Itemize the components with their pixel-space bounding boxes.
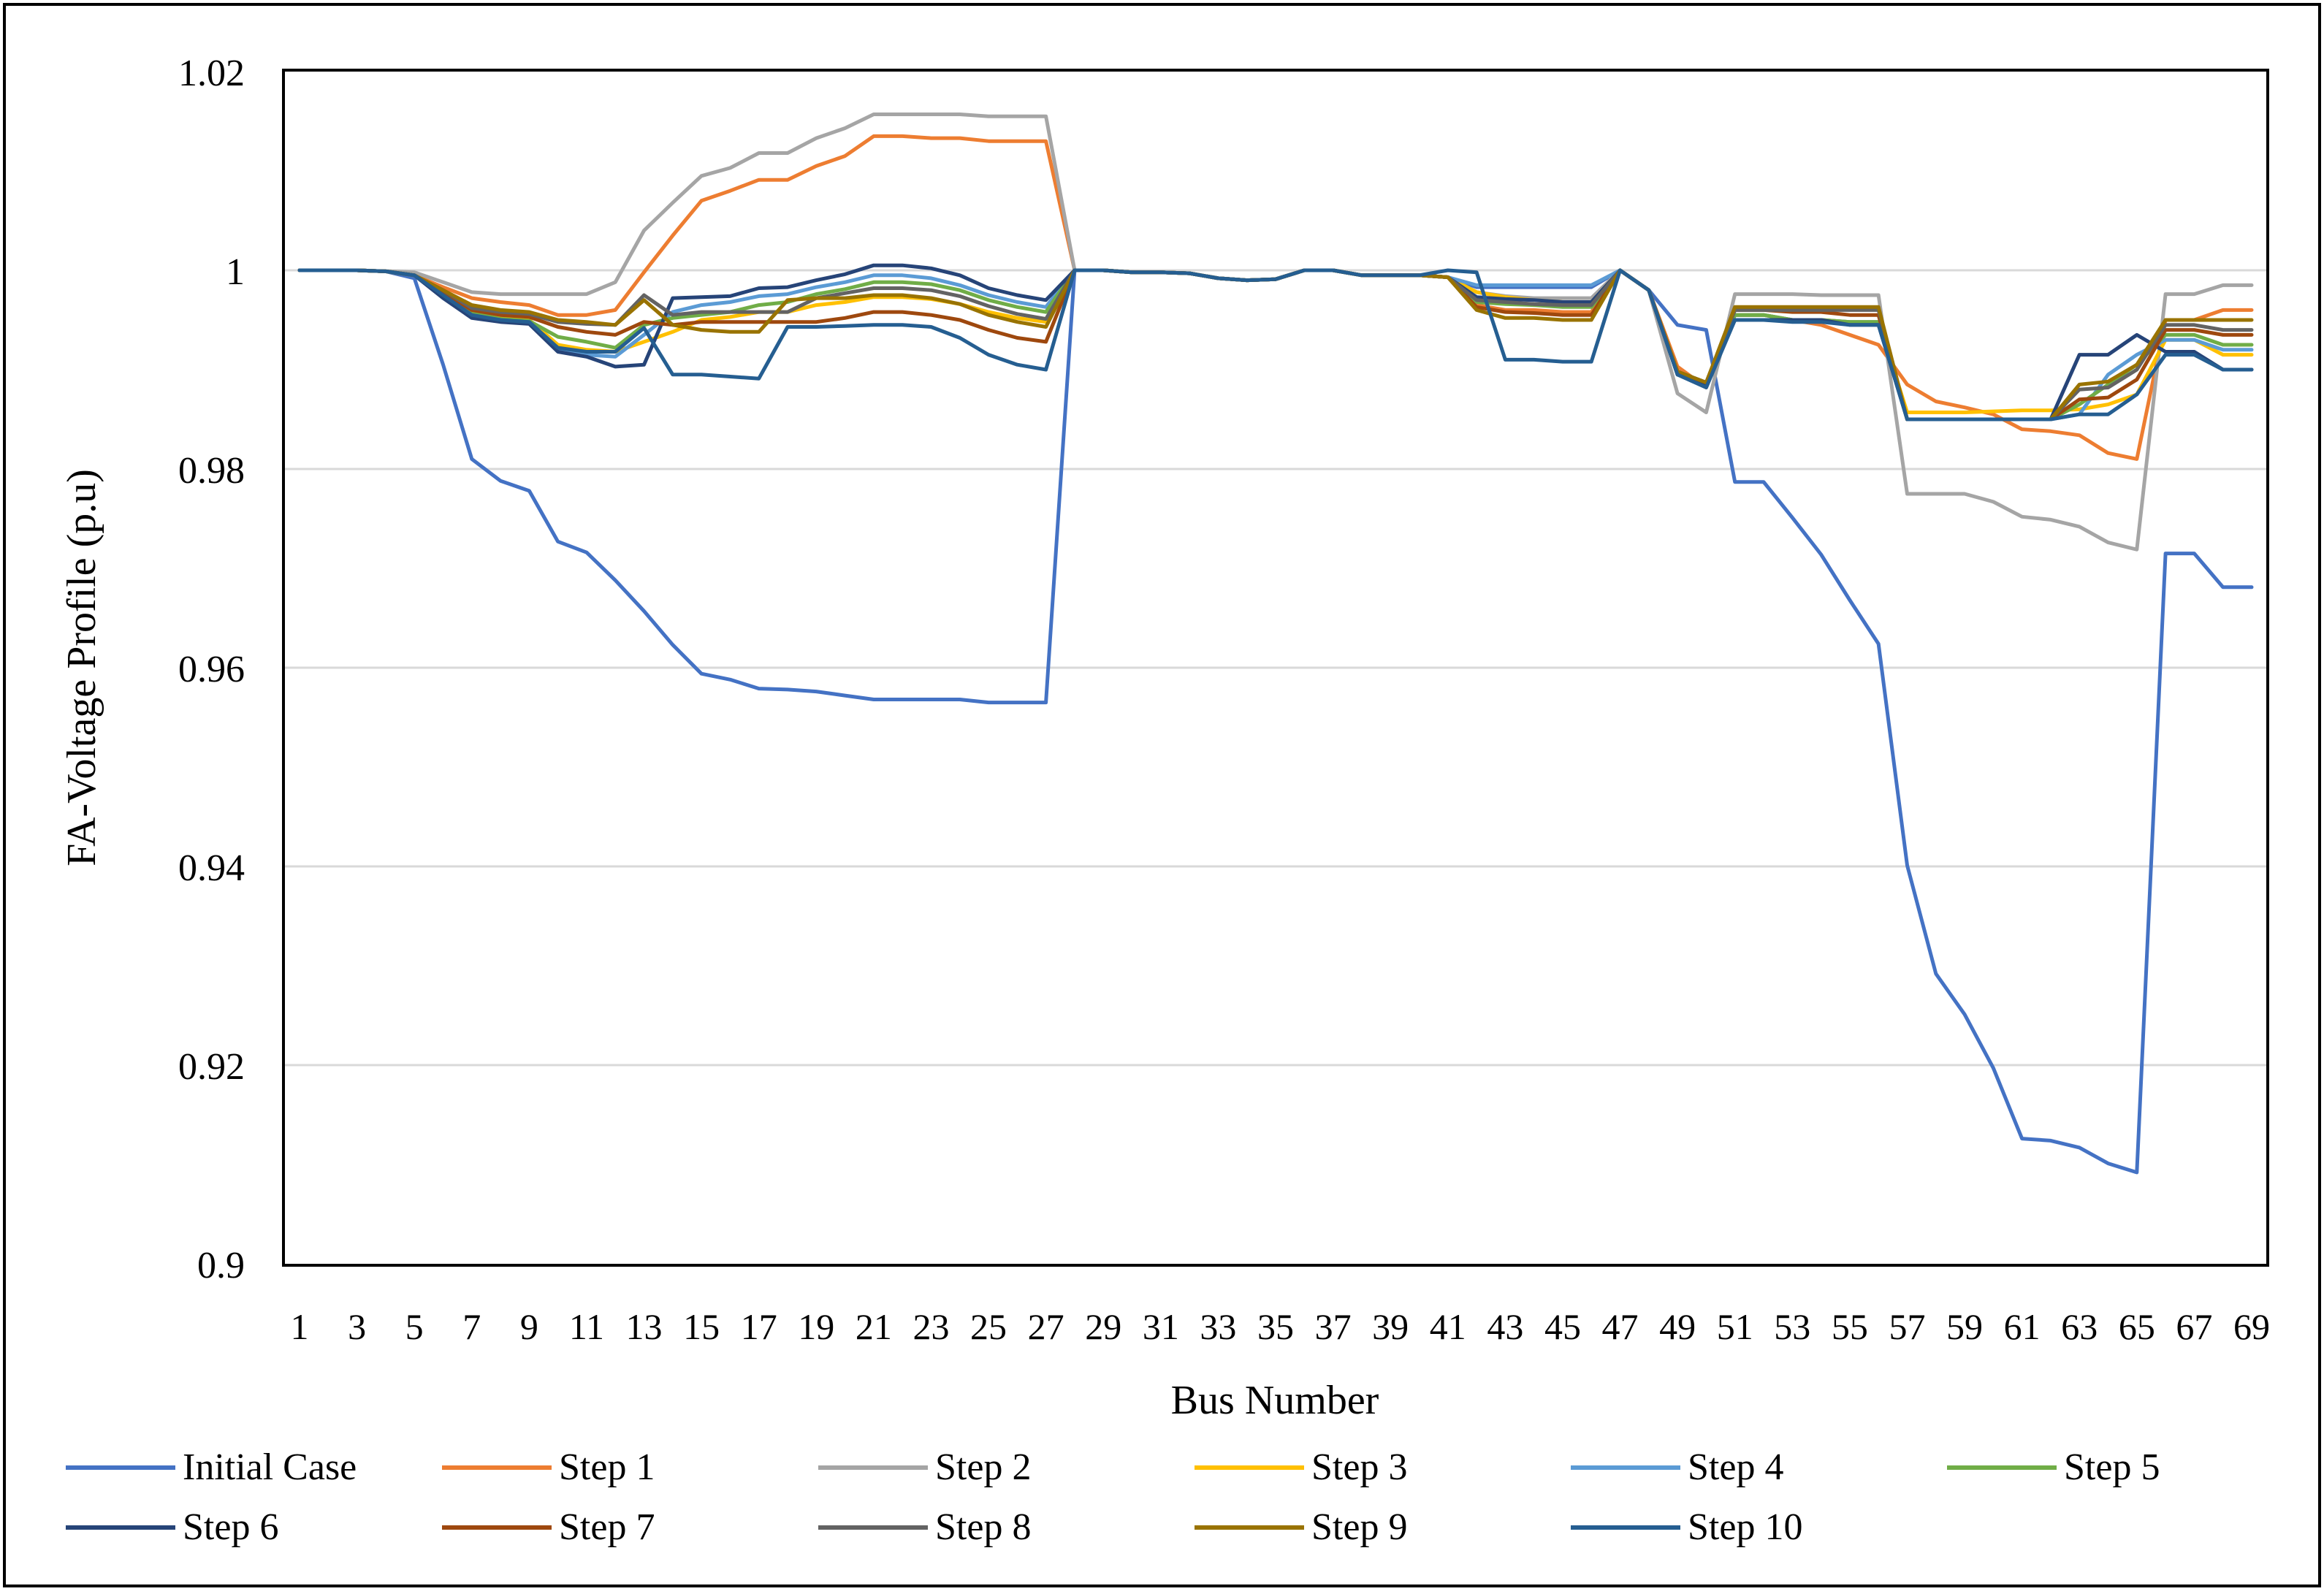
x-tick-label: 19 xyxy=(798,1306,834,1347)
x-tick-label: 3 xyxy=(348,1306,366,1347)
legend-label: Step 2 xyxy=(935,1446,1031,1488)
legend-label: Step 9 xyxy=(1311,1506,1407,1548)
x-tick-label: 29 xyxy=(1085,1306,1121,1347)
x-tick-label: 5 xyxy=(405,1306,424,1347)
x-axis-label: Bus Number xyxy=(1171,1378,1379,1423)
series-lines xyxy=(297,113,2254,1175)
x-tick-label: 47 xyxy=(1602,1306,1639,1347)
x-axis-ticks: 1 3 5 7 9 11 13 15 17 19 21 23 25 27 29 31 33 35 37 39 41 43 4… xyxy=(291,1306,2271,1347)
x-tick-label: 13 xyxy=(626,1306,663,1347)
legend-label: Step 6 xyxy=(183,1506,278,1548)
y-axis-label: FA-Voltage Profile (p.u) xyxy=(59,469,104,866)
x-tick-label: 41 xyxy=(1430,1306,1466,1347)
y-tick-label: 0.94 xyxy=(178,847,245,889)
x-tick-label: 61 xyxy=(2004,1306,2041,1347)
x-tick-label: 37 xyxy=(1315,1306,1352,1347)
legend-label: Step 8 xyxy=(935,1506,1031,1548)
x-tick-label: 25 xyxy=(970,1306,1007,1347)
x-tick-label: 11 xyxy=(569,1306,604,1347)
x-tick-label: 9 xyxy=(520,1306,538,1347)
x-tick-label: 39 xyxy=(1372,1306,1409,1347)
x-tick-label: 59 xyxy=(1946,1306,1983,1347)
x-tick-label: 7 xyxy=(462,1306,481,1347)
legend-label: Step 10 xyxy=(1688,1506,1802,1548)
x-tick-label: 35 xyxy=(1257,1306,1294,1347)
legend-label: Initial Case xyxy=(183,1446,357,1488)
x-tick-label: 55 xyxy=(1832,1306,1868,1347)
x-tick-label: 33 xyxy=(1200,1306,1236,1347)
x-tick-label: 67 xyxy=(2176,1306,2212,1347)
x-tick-label: 15 xyxy=(683,1306,720,1347)
x-tick-label: 69 xyxy=(2233,1306,2270,1347)
legend-label: Step 5 xyxy=(2064,1446,2160,1488)
x-tick-label: 51 xyxy=(1717,1306,1753,1347)
y-tick-label: 1.02 xyxy=(178,53,245,94)
legend-label: Step 7 xyxy=(559,1506,655,1548)
x-tick-label: 53 xyxy=(1774,1306,1810,1347)
y-tick-label: 0.98 xyxy=(178,450,245,492)
x-tick-label: 49 xyxy=(1659,1306,1696,1347)
x-tick-label: 31 xyxy=(1143,1306,1179,1347)
x-tick-label: 23 xyxy=(913,1306,949,1347)
x-tick-label: 65 xyxy=(2119,1306,2155,1347)
legend-label: Step 4 xyxy=(1688,1446,1783,1488)
legend-label: Step 1 xyxy=(559,1446,655,1488)
x-tick-label: 27 xyxy=(1028,1306,1064,1347)
gridlines xyxy=(285,269,2266,1067)
y-tick-label: 0.92 xyxy=(178,1046,245,1088)
y-tick-label: 0.9 xyxy=(197,1245,245,1286)
x-tick-label: 17 xyxy=(741,1306,777,1347)
legend: Initial Case Step 1 Step 2 Step 3 Step 4 Step… xyxy=(66,1446,2160,1548)
x-tick-label: 63 xyxy=(2061,1306,2098,1347)
y-axis-ticks: 0.9 0.92 0.94 0.96 0.98 1 1.02 xyxy=(178,53,245,1286)
x-tick-label: 21 xyxy=(856,1306,892,1347)
x-tick-label: 43 xyxy=(1487,1306,1523,1347)
series-line-step-10 xyxy=(297,268,2254,422)
y-tick-label: 1 xyxy=(226,251,245,293)
legend-label: Step 3 xyxy=(1311,1446,1407,1488)
x-tick-label: 45 xyxy=(1544,1306,1581,1347)
y-tick-label: 0.96 xyxy=(178,649,245,690)
x-tick-label: 57 xyxy=(1889,1306,1925,1347)
x-tick-label: 1 xyxy=(291,1306,309,1347)
